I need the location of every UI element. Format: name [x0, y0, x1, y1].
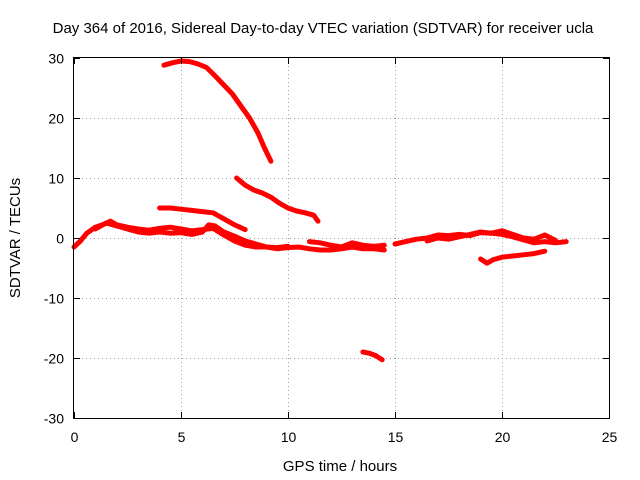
series-arc-8: [424, 228, 558, 244]
grid-lines: [74, 58, 609, 418]
x-axis-label: GPS time / hours: [283, 458, 397, 475]
chart-title: Day 364 of 2016, Sidereal Day-to-day VTE…: [53, 20, 594, 37]
series-arc-5: [234, 175, 321, 224]
y-tick-label: 10: [48, 171, 64, 187]
series-arc-4: [161, 58, 274, 164]
series-arc-9: [478, 248, 548, 266]
x-tick-label: 0: [71, 429, 79, 445]
series-arc-2: [92, 220, 291, 251]
data-series: [71, 58, 569, 363]
y-tick-label: -20: [44, 351, 64, 367]
y-axis-label: SDTVAR / TECUs: [7, 178, 24, 298]
series-arc-1: [71, 218, 387, 253]
series-arc-6: [306, 239, 387, 250]
x-tick-label: 25: [602, 429, 618, 445]
y-tick-label: -10: [44, 291, 64, 307]
x-tick-label: 10: [281, 429, 297, 445]
axis-ticks: 0 5 10 15 20 25 -30 -20 -10 0 10 20 30: [44, 51, 618, 446]
x-tick-label: 20: [495, 429, 511, 445]
y-tick-label: 0: [56, 231, 64, 247]
series-arc-3: [157, 205, 248, 233]
x-tick-label: 5: [178, 429, 186, 445]
plot-frame: [73, 57, 610, 419]
y-tick-label: 20: [48, 111, 64, 127]
x-tick-label: 15: [388, 429, 404, 445]
y-tick-label: 30: [48, 51, 64, 67]
y-tick-label: -30: [44, 411, 64, 427]
series-arc-10: [360, 349, 385, 363]
